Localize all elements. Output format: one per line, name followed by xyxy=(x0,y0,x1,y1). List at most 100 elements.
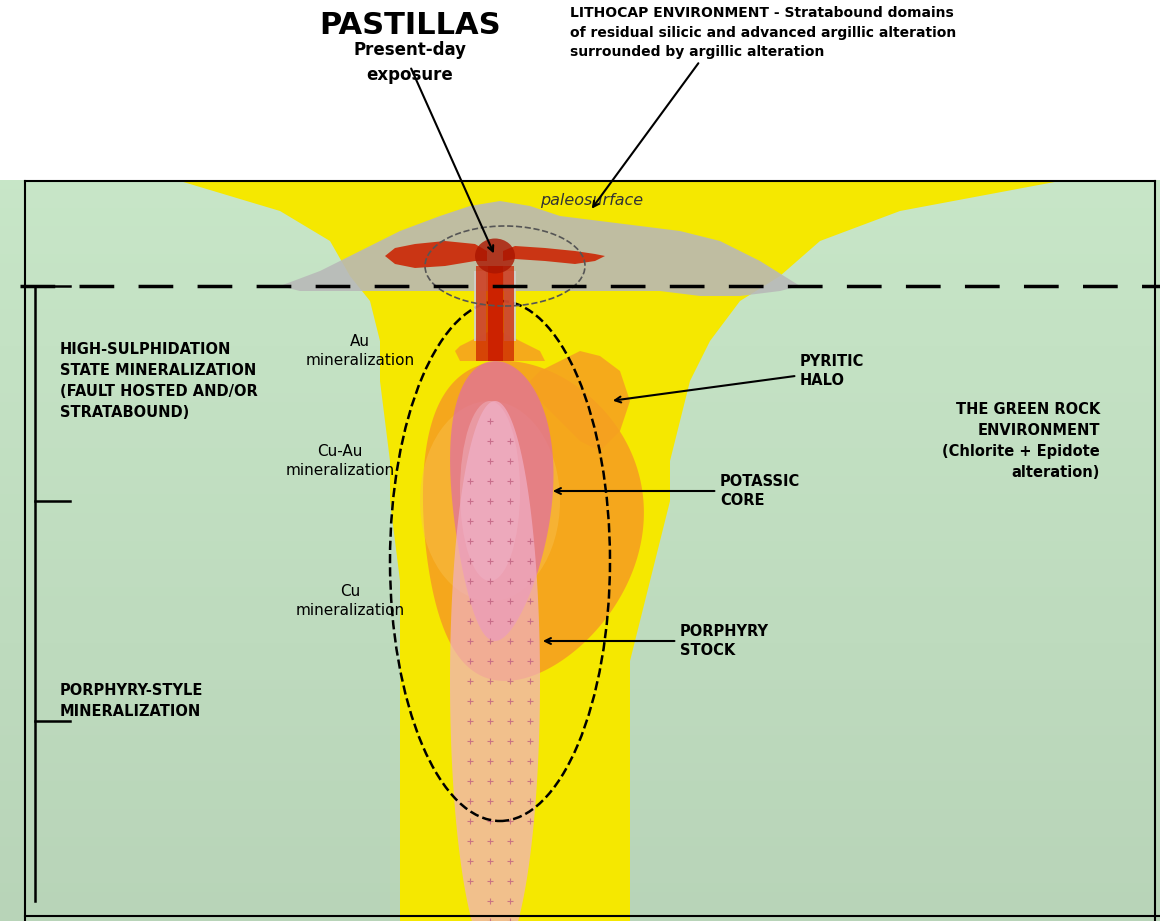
Bar xyxy=(0,698,1160,708)
Bar xyxy=(0,513,1160,523)
Bar xyxy=(0,254,1160,264)
Bar xyxy=(0,449,1160,459)
Bar xyxy=(0,365,1160,375)
Bar xyxy=(0,781,1160,791)
Bar xyxy=(0,568,1160,578)
Bar xyxy=(0,236,1160,246)
Bar xyxy=(0,263,1160,274)
Bar xyxy=(0,458,1160,468)
Polygon shape xyxy=(487,266,502,361)
Bar xyxy=(0,856,1160,866)
Bar xyxy=(0,577,1160,588)
Polygon shape xyxy=(423,361,644,681)
Bar xyxy=(0,550,1160,560)
Bar xyxy=(0,883,1160,893)
Bar xyxy=(0,753,1160,764)
Polygon shape xyxy=(385,241,487,268)
Polygon shape xyxy=(474,271,486,341)
Bar xyxy=(0,818,1160,829)
Bar xyxy=(0,189,1160,200)
Polygon shape xyxy=(530,351,630,451)
Bar xyxy=(0,689,1160,699)
Bar xyxy=(0,0,1160,181)
Bar xyxy=(0,643,1160,653)
Bar xyxy=(0,217,1160,227)
Text: LITHOCAP ENVIRONMENT - Stratabound domains
of residual silicic and advanced argi: LITHOCAP ENVIRONMENT - Stratabound domai… xyxy=(570,6,956,59)
Bar xyxy=(0,652,1160,662)
Text: Au
mineralization: Au mineralization xyxy=(305,333,414,368)
Text: Cu-Au
mineralization: Cu-Au mineralization xyxy=(285,444,394,478)
Bar xyxy=(0,614,1160,625)
Bar xyxy=(0,892,1160,903)
Bar xyxy=(0,328,1160,338)
Bar xyxy=(0,790,1160,800)
Polygon shape xyxy=(450,361,553,641)
Bar xyxy=(0,596,1160,607)
Polygon shape xyxy=(0,181,1160,921)
Polygon shape xyxy=(476,266,488,361)
Bar xyxy=(0,837,1160,847)
Bar xyxy=(0,911,1160,921)
Bar xyxy=(0,180,1160,191)
Bar xyxy=(0,827,1160,838)
Bar xyxy=(0,846,1160,857)
Text: THE GREEN ROCK
ENVIRONMENT
(Chlorite + Epidote
alteration): THE GREEN ROCK ENVIRONMENT (Chlorite + E… xyxy=(942,402,1100,480)
Bar xyxy=(0,865,1160,875)
Bar xyxy=(0,605,1160,616)
Bar xyxy=(0,273,1160,283)
Text: Present-day
exposure: Present-day exposure xyxy=(354,41,466,84)
Bar xyxy=(0,282,1160,292)
Bar xyxy=(0,726,1160,736)
Ellipse shape xyxy=(461,401,520,581)
Polygon shape xyxy=(450,401,541,921)
Bar xyxy=(0,421,1160,431)
Bar xyxy=(0,392,1160,403)
Ellipse shape xyxy=(474,239,515,274)
Bar xyxy=(0,799,1160,810)
Bar xyxy=(0,227,1160,237)
Text: PYRITIC
HALO: PYRITIC HALO xyxy=(615,354,864,402)
Bar xyxy=(0,902,1160,912)
Text: POTASSIC
CORE: POTASSIC CORE xyxy=(556,473,800,508)
Bar xyxy=(0,439,1160,449)
Bar xyxy=(0,809,1160,820)
Bar xyxy=(0,680,1160,690)
Bar xyxy=(0,624,1160,635)
Bar xyxy=(0,559,1160,569)
Bar xyxy=(0,374,1160,384)
Bar xyxy=(0,383,1160,394)
Bar xyxy=(0,634,1160,644)
Bar xyxy=(0,346,1160,356)
Bar xyxy=(0,495,1160,505)
Bar xyxy=(0,402,1160,413)
Text: Cu
mineralization: Cu mineralization xyxy=(296,584,405,618)
Bar xyxy=(0,522,1160,532)
Polygon shape xyxy=(502,266,514,361)
Bar xyxy=(0,541,1160,551)
Text: HIGH-SULPHIDATION
STATE MINERALIZATION
(FAULT HOSTED AND/OR
STRATABOUND): HIGH-SULPHIDATION STATE MINERALIZATION (… xyxy=(60,342,258,420)
Bar xyxy=(0,291,1160,301)
Bar xyxy=(0,319,1160,329)
Bar xyxy=(0,874,1160,884)
Bar xyxy=(0,467,1160,477)
Text: PORPHYRY-STYLE
MINERALIZATION: PORPHYRY-STYLE MINERALIZATION xyxy=(60,683,203,719)
Text: PASTILLAS: PASTILLAS xyxy=(319,11,501,40)
Bar xyxy=(0,199,1160,209)
Bar xyxy=(0,772,1160,782)
Polygon shape xyxy=(503,271,516,341)
Bar xyxy=(0,661,1160,671)
Bar xyxy=(0,587,1160,597)
Bar xyxy=(0,531,1160,542)
Bar xyxy=(0,763,1160,773)
Ellipse shape xyxy=(420,401,560,601)
Bar xyxy=(0,300,1160,310)
Text: paleosurface: paleosurface xyxy=(541,193,643,208)
Bar xyxy=(0,476,1160,486)
Bar xyxy=(0,504,1160,514)
Polygon shape xyxy=(280,201,800,296)
Bar xyxy=(0,485,1160,495)
Bar xyxy=(0,412,1160,422)
Bar xyxy=(0,356,1160,366)
Bar xyxy=(0,309,1160,320)
Polygon shape xyxy=(503,246,606,264)
